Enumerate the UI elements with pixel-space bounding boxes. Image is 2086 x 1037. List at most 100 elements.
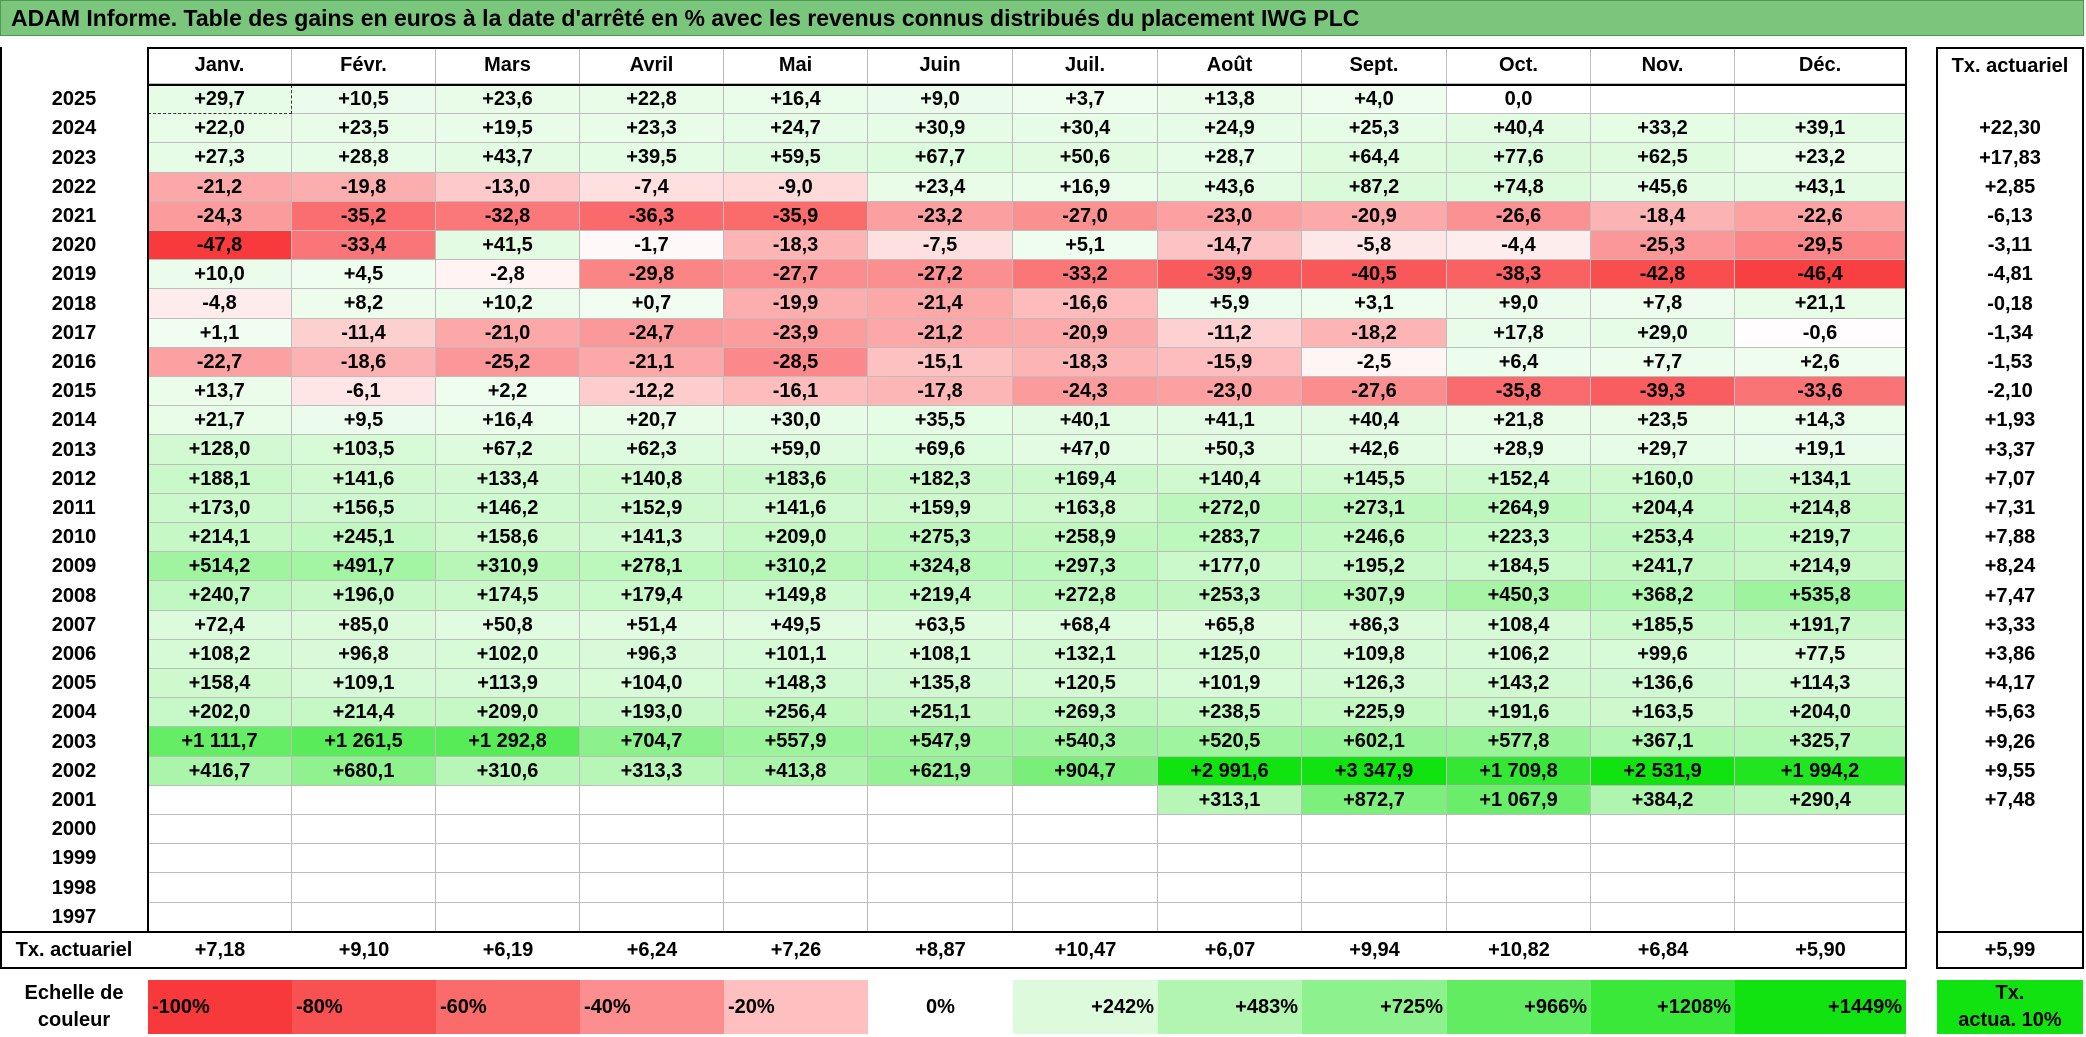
year-label: 2011 (52, 497, 96, 519)
scale-step: -100% (148, 980, 292, 1034)
scale-annual: Tx. actua. 10% (1937, 980, 2083, 1034)
table-cell: +602,1 (1302, 727, 1447, 757)
table-cell: +214,8 (1735, 494, 1906, 523)
table-cell: -9,0 (724, 173, 868, 202)
table-cell (1735, 85, 1906, 114)
table-cell: +273,1 (1302, 494, 1447, 523)
table-cell: +283,7 (1158, 523, 1302, 552)
table-cell (724, 903, 868, 932)
table-cell: -33,6 (1735, 377, 1906, 406)
table-cell: -24,3 (148, 202, 292, 231)
annual-rate-cell: -1,53 (1987, 351, 2033, 373)
table-cell: +64,4 (1302, 143, 1447, 173)
table-cell: +14,3 (1735, 406, 1906, 435)
footer-cell: +7,26 (770, 938, 822, 961)
table-cell: +87,2 (1302, 173, 1447, 202)
table-cell: +251,1 (868, 698, 1013, 727)
table-cell: +680,1 (292, 757, 436, 786)
table-cell: +2,2 (436, 377, 580, 406)
table-cell: +10,2 (436, 289, 580, 319)
month-header: Juin (868, 48, 1013, 84)
footer-annual: +5,99 (1984, 938, 2036, 961)
annual-rate-cell: +4,17 (1984, 672, 2036, 694)
footer-cell: +6,84 (1637, 938, 1689, 961)
table-cell: +136,6 (1591, 669, 1735, 698)
table-cell: +21,8 (1447, 406, 1591, 435)
table-cell (436, 903, 580, 932)
table-cell: +158,4 (148, 669, 292, 698)
table-cell: +141,6 (724, 494, 868, 523)
table-cell: +2 531,9 (1591, 757, 1735, 786)
table-cell: -18,4 (1591, 202, 1735, 231)
table-cell: +214,9 (1735, 552, 1906, 581)
table-cell: +272,0 (1158, 494, 1302, 523)
table-cell (1302, 815, 1447, 844)
table-cell (1591, 873, 1735, 903)
table-cell: +1 111,7 (148, 727, 292, 757)
table-cell: +253,3 (1158, 581, 1302, 611)
table-cell: +49,5 (724, 611, 868, 640)
table-cell: +77,6 (1447, 143, 1591, 173)
table-cell: +256,4 (724, 698, 868, 727)
table-cell: +13,8 (1158, 85, 1302, 114)
table-cell: +43,7 (436, 143, 580, 173)
table-cell: +1 261,5 (292, 727, 436, 757)
year-label: 2000 (51, 818, 97, 840)
table-cell: +23,4 (868, 173, 1013, 202)
table-cell (148, 844, 292, 873)
table-cell: +577,8 (1447, 727, 1591, 757)
table-cell: +104,0 (580, 669, 724, 698)
scale-annual-line2: actua. 10% (1958, 1009, 2062, 1031)
year-label: 1999 (51, 847, 97, 869)
annual-rate-cell (1937, 873, 2083, 903)
table-cell: +214,1 (148, 523, 292, 552)
table-cell (148, 873, 292, 903)
table-cell: +23,2 (1735, 143, 1906, 173)
annual-rate-cell: -1,34 (1987, 322, 2033, 344)
table-cell: +50,6 (1013, 143, 1158, 173)
month-header: Mai (724, 48, 868, 84)
table-cell: +9,0 (1447, 289, 1591, 319)
table-cell (148, 903, 292, 932)
footer-cell: +10,82 (1488, 938, 1550, 961)
table-cell: +204,4 (1591, 494, 1735, 523)
table-cell: +158,6 (436, 523, 580, 552)
table-cell (292, 815, 436, 844)
table-cell: -18,3 (1013, 348, 1158, 377)
table-cell: +43,1 (1735, 173, 1906, 202)
table-cell: +547,9 (868, 727, 1013, 757)
year-label: 2004 (51, 701, 97, 723)
year-label: 2014 (51, 409, 97, 431)
year-label: 2015 (51, 380, 97, 402)
table-cell: -46,4 (1735, 260, 1906, 289)
year-label: 2002 (51, 760, 97, 782)
table-cell: -11,4 (292, 319, 436, 348)
annual-rate-cell: +5,63 (1984, 701, 2036, 723)
table-cell: +160,0 (1591, 465, 1735, 494)
table-cell: +1 067,9 (1447, 786, 1591, 815)
year-label: 2001 (51, 789, 97, 811)
table-cell (1591, 844, 1735, 873)
table-cell (1013, 844, 1158, 873)
table-cell: +30,9 (868, 114, 1013, 143)
table-cell (1013, 903, 1158, 932)
table-cell: 0,0 (1447, 85, 1591, 114)
table-cell: +135,8 (868, 669, 1013, 698)
table-cell: +9,0 (868, 85, 1013, 114)
year-label: 2024 (51, 117, 97, 139)
scale-label-line2: couleur (37, 1009, 111, 1031)
table-cell: +21,1 (1735, 289, 1906, 319)
table-cell: +310,2 (724, 552, 868, 581)
table-cell: +183,6 (724, 465, 868, 494)
table-cell: -27,6 (1302, 377, 1447, 406)
table-cell: +102,0 (436, 640, 580, 669)
table-cell: +163,5 (1591, 698, 1735, 727)
table-cell: +106,2 (1447, 640, 1591, 669)
table-cell: +25,3 (1302, 114, 1447, 143)
year-label: 2006 (51, 643, 97, 665)
table-cell: -19,9 (724, 289, 868, 319)
table-cell: +621,9 (868, 757, 1013, 786)
table-cell: -20,9 (1302, 202, 1447, 231)
table-cell: +21,7 (148, 406, 292, 435)
table-cell (1158, 844, 1302, 873)
